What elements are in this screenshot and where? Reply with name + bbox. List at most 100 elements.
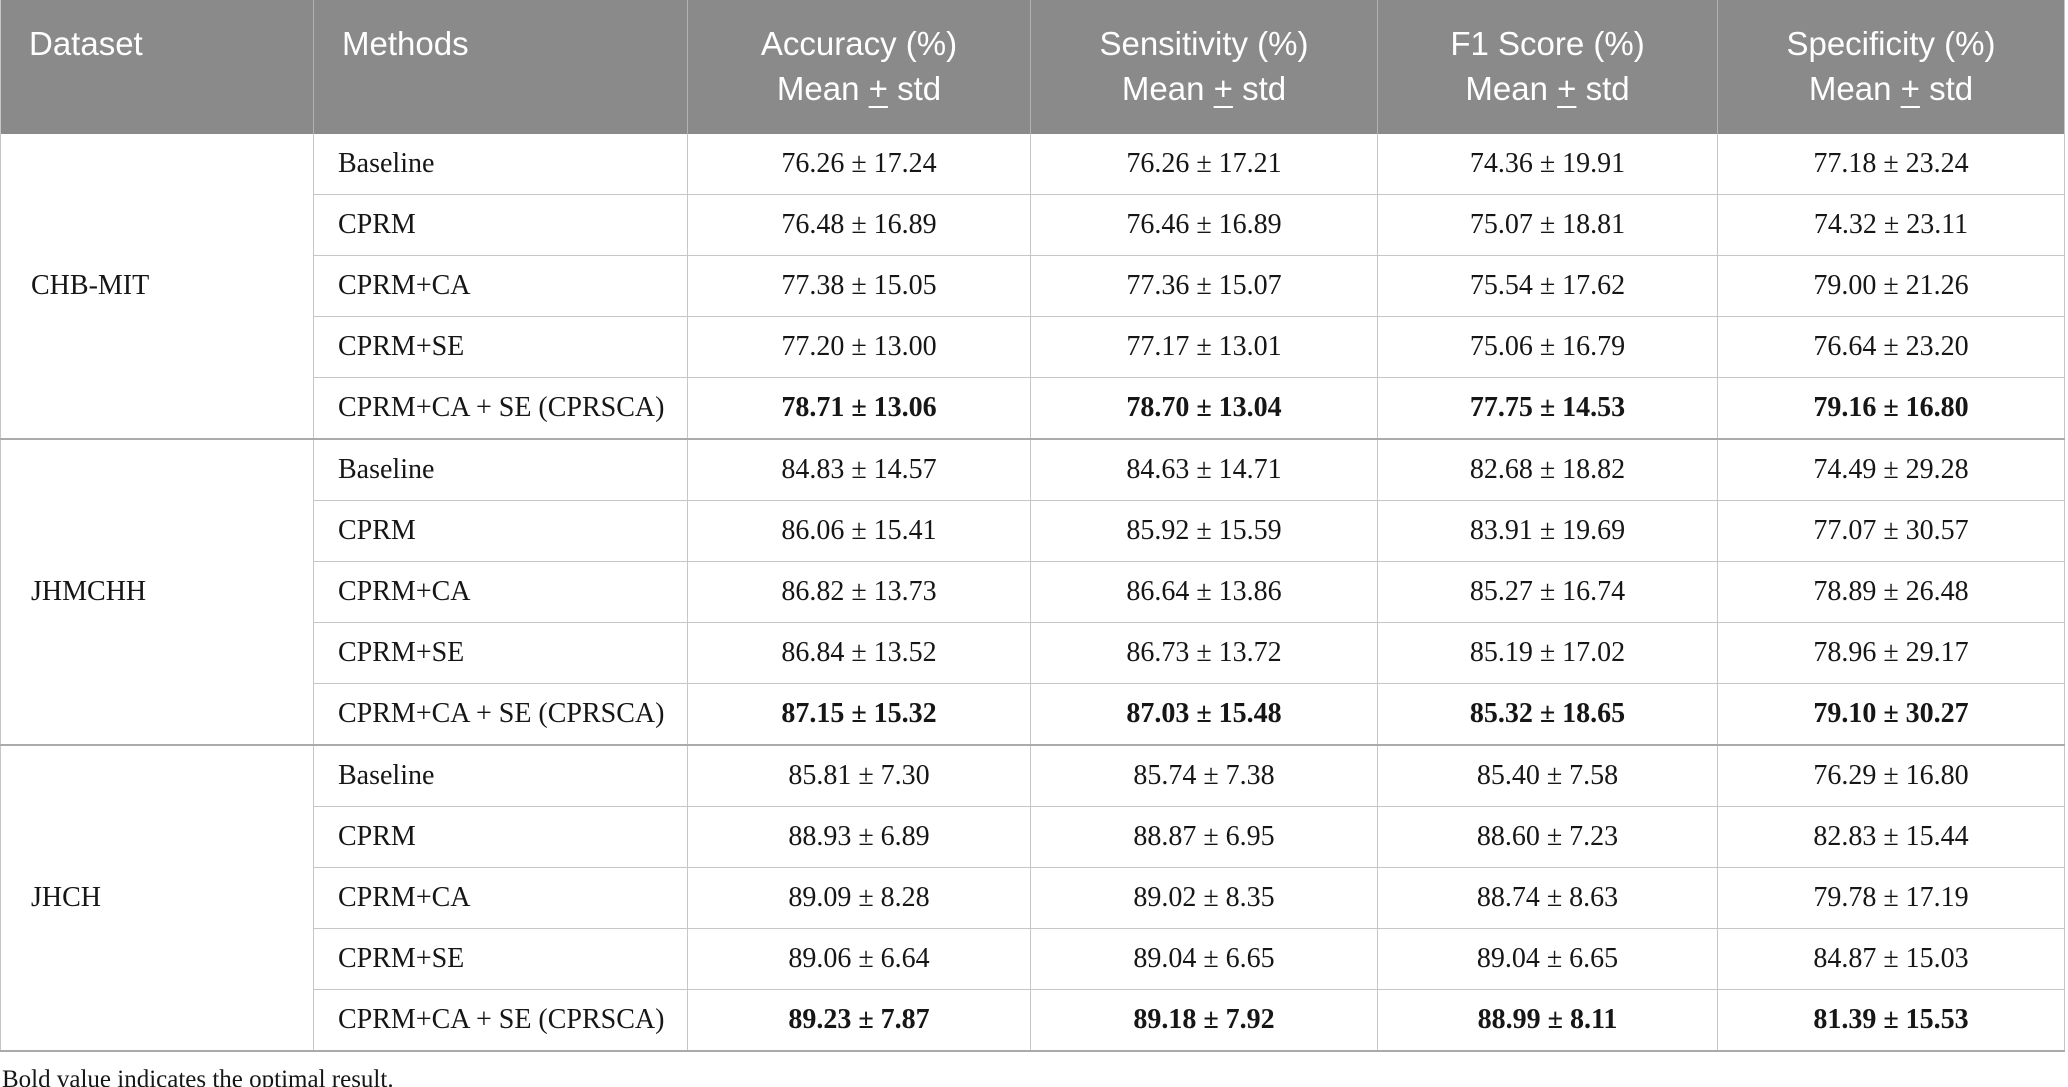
- method-cell: CPRM: [313, 806, 688, 868]
- table-row: CPRM+CA + SE (CPRSCA) 89.23 ± 7.87 89.18 ±…: [1, 989, 2065, 1052]
- f1-value-cell: 82.68 ± 18.82: [1377, 438, 1718, 501]
- method-cell: CPRM+SE: [313, 622, 688, 684]
- specificity-value-cell: 81.39 ± 15.53: [1717, 989, 2065, 1052]
- sensitivity-value-cell: 85.92 ± 15.59: [1030, 500, 1378, 562]
- header-sensitivity: Sensitivity (%) Mean + std: [1030, 0, 1378, 134]
- specificity-value-cell: 79.00 ± 21.26: [1717, 255, 2065, 317]
- accuracy-value-cell: 88.93 ± 6.89: [687, 806, 1031, 868]
- method-cell: CPRM+CA: [313, 867, 688, 929]
- accuracy-value-cell: 87.15 ± 15.32: [687, 683, 1031, 746]
- specificity-value-cell: 78.89 ± 26.48: [1717, 561, 2065, 623]
- f1-value-cell: 85.27 ± 16.74: [1377, 561, 1718, 623]
- header-accuracy: Accuracy (%) Mean + std: [687, 0, 1031, 134]
- table-body: CHB-MIT Baseline 76.26 ± 17.24 76.26 ± 17.2…: [0, 134, 2065, 1052]
- method-cell: CPRM+SE: [313, 928, 688, 990]
- method-cell: Baseline: [313, 744, 688, 807]
- method-cell: CPRM+CA + SE (CPRSCA): [313, 989, 688, 1052]
- f1-value-cell: 85.40 ± 7.58: [1377, 744, 1718, 807]
- accuracy-value-cell: 77.38 ± 15.05: [687, 255, 1031, 317]
- table-row: JHMCHH Baseline 84.83 ± 14.57 84.63 ± 14.71…: [0, 438, 2065, 746]
- accuracy-value-cell: 77.20 ± 13.00: [687, 316, 1031, 378]
- header-f1-score: F1 Score (%) Mean + std: [1377, 0, 1718, 134]
- specificity-value-cell: 74.32 ± 23.11: [1717, 194, 2065, 256]
- metric-label: Sensitivity (%): [1099, 25, 1309, 63]
- sensitivity-value-cell: 89.18 ± 7.92: [1030, 989, 1378, 1052]
- sensitivity-value-cell: 85.74 ± 7.38: [1030, 744, 1378, 807]
- sensitivity-value-cell: 77.17 ± 13.01: [1030, 316, 1378, 378]
- dataset-cell: CHB-MIT: [0, 134, 314, 440]
- specificity-value-cell: 78.96 ± 29.17: [1717, 622, 2065, 684]
- accuracy-value-cell: 78.71 ± 13.06: [687, 377, 1031, 440]
- accuracy-value-cell: 86.82 ± 13.73: [687, 561, 1031, 623]
- f1-value-cell: 83.91 ± 19.69: [1377, 500, 1718, 562]
- f1-value-cell: 88.74 ± 8.63: [1377, 867, 1718, 929]
- accuracy-value-cell: 86.84 ± 13.52: [687, 622, 1031, 684]
- sensitivity-value-cell: 89.02 ± 8.35: [1030, 867, 1378, 929]
- sensitivity-value-cell: 77.36 ± 15.07: [1030, 255, 1378, 317]
- f1-value-cell: 75.06 ± 16.79: [1377, 316, 1718, 378]
- results-table: Dataset Methods Accuracy (%) Mean + std …: [0, 0, 2065, 1052]
- f1-value-cell: 75.54 ± 17.62: [1377, 255, 1718, 317]
- header-methods: Methods: [313, 0, 688, 134]
- f1-value-cell: 88.99 ± 8.11: [1377, 989, 1718, 1052]
- specificity-value-cell: 79.78 ± 17.19: [1717, 867, 2065, 929]
- accuracy-value-cell: 85.81 ± 7.30: [687, 744, 1031, 807]
- sensitivity-value-cell: 89.04 ± 6.65: [1030, 928, 1378, 990]
- specificity-value-cell: 77.07 ± 30.57: [1717, 500, 2065, 562]
- metric-subline: Mean + std: [1121, 70, 1287, 107]
- f1-value-cell: 77.75 ± 14.53: [1377, 377, 1718, 440]
- sensitivity-value-cell: 88.87 ± 6.95: [1030, 806, 1378, 868]
- sensitivity-value-cell: 84.63 ± 14.71: [1030, 438, 1378, 501]
- metric-label: F1 Score (%): [1450, 25, 1645, 63]
- f1-value-cell: 88.60 ± 7.23: [1377, 806, 1718, 868]
- table-footnote: Bold value indicates the optimal result.: [2, 1066, 394, 1087]
- specificity-value-cell: 76.29 ± 16.80: [1717, 744, 2065, 807]
- specificity-value-cell: 74.49 ± 29.28: [1717, 438, 2065, 501]
- dataset-cell: JHMCHH: [0, 438, 314, 746]
- header-specificity: Specificity (%) Mean + std: [1717, 0, 2065, 134]
- accuracy-value-cell: 76.26 ± 17.24: [687, 134, 1031, 195]
- f1-value-cell: 89.04 ± 6.65: [1377, 928, 1718, 990]
- method-cell: CPRM+SE: [313, 316, 688, 378]
- method-cell: CPRM+CA: [313, 255, 688, 317]
- method-cell: Baseline: [313, 134, 688, 195]
- sensitivity-value-cell: 87.03 ± 15.48: [1030, 683, 1378, 746]
- accuracy-value-cell: 89.09 ± 8.28: [687, 867, 1031, 929]
- metric-subline: Mean + std: [776, 70, 942, 107]
- accuracy-value-cell: 76.48 ± 16.89: [687, 194, 1031, 256]
- method-cell: CPRM: [313, 194, 688, 256]
- f1-value-cell: 75.07 ± 18.81: [1377, 194, 1718, 256]
- specificity-value-cell: 82.83 ± 15.44: [1717, 806, 2065, 868]
- table-header: Dataset Methods Accuracy (%) Mean + std …: [0, 0, 2065, 134]
- table-row: CPRM+SE 89.06 ± 6.64 89.04 ± 6.65 89.04 ± 6…: [1, 928, 2065, 990]
- metric-label: Specificity (%): [1786, 25, 1996, 63]
- method-cell: CPRM+CA: [313, 561, 688, 623]
- method-cell: CPRM+CA + SE (CPRSCA): [313, 683, 688, 746]
- sensitivity-value-cell: 78.70 ± 13.04: [1030, 377, 1378, 440]
- sensitivity-value-cell: 76.26 ± 17.21: [1030, 134, 1378, 195]
- table-row: CPRM+SE 77.20 ± 13.00 77.17 ± 13.01 75.06 ±…: [1, 316, 2065, 378]
- specificity-value-cell: 84.87 ± 15.03: [1717, 928, 2065, 990]
- metric-label: Accuracy (%): [760, 25, 958, 63]
- table-row: CPRM+SE 86.84 ± 13.52 86.73 ± 13.72 85.19 ±…: [1, 622, 2065, 684]
- table-row: CPRM+CA 86.82 ± 13.73 86.64 ± 13.86 85.27 ±…: [1, 561, 2065, 623]
- f1-value-cell: 85.19 ± 17.02: [1377, 622, 1718, 684]
- f1-value-cell: 74.36 ± 19.91: [1377, 134, 1718, 195]
- table-row: CPRM 76.48 ± 16.89 76.46 ± 16.89 75.07 ± 18…: [1, 194, 2065, 256]
- table-row: JHCH Baseline 85.81 ± 7.30 85.74 ± 7.38 85.4…: [0, 744, 2065, 1052]
- table-row: CPRM 88.93 ± 6.89 88.87 ± 6.95 88.60 ± 7.23…: [1, 806, 2065, 868]
- accuracy-value-cell: 89.23 ± 7.87: [687, 989, 1031, 1052]
- accuracy-value-cell: 89.06 ± 6.64: [687, 928, 1031, 990]
- metric-subline: Mean + std: [1465, 70, 1630, 107]
- accuracy-value-cell: 84.83 ± 14.57: [687, 438, 1031, 501]
- table-row: CPRM+CA 77.38 ± 15.05 77.36 ± 15.07 75.54 ±…: [1, 255, 2065, 317]
- method-cell: Baseline: [313, 438, 688, 501]
- table-row: CHB-MIT Baseline 76.26 ± 17.24 76.26 ± 17.2…: [0, 134, 2065, 440]
- metric-subline: Mean + std: [1808, 70, 1974, 107]
- sensitivity-value-cell: 76.46 ± 16.89: [1030, 194, 1378, 256]
- specificity-value-cell: 79.10 ± 30.27: [1717, 683, 2065, 746]
- method-cell: CPRM: [313, 500, 688, 562]
- sensitivity-value-cell: 86.73 ± 13.72: [1030, 622, 1378, 684]
- dataset-cell: JHCH: [0, 744, 314, 1052]
